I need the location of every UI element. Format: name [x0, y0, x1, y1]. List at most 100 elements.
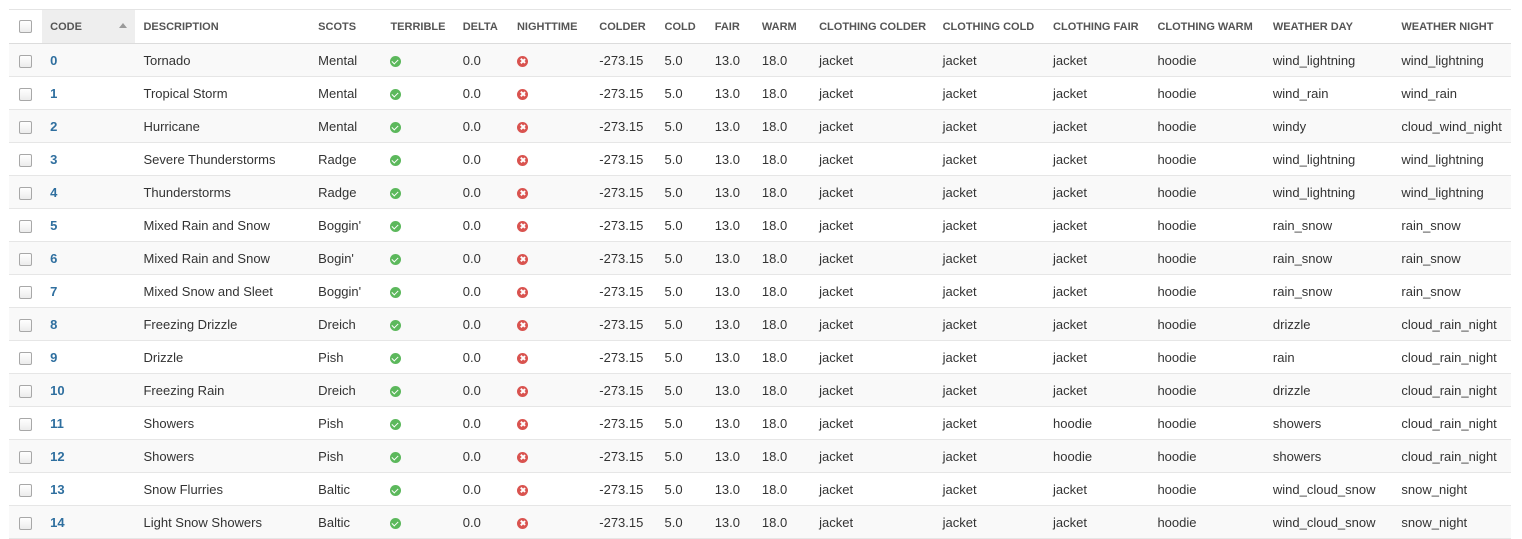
row-checkbox[interactable]: [19, 153, 33, 167]
code-link[interactable]: 7: [42, 274, 136, 308]
column-header-fair[interactable]: FAIR: [706, 9, 754, 44]
cell-delta: 0.0: [454, 142, 509, 176]
code-link[interactable]: 6: [42, 241, 136, 275]
table-row[interactable]: 9 Drizzle Pish 0.0 -273.15 5.0 13.0 18.0 jacket j…: [9, 340, 1511, 374]
row-checkbox[interactable]: [19, 186, 33, 200]
cell-terrible: [382, 439, 455, 473]
code-link[interactable]: 4: [42, 175, 136, 209]
column-header-clothing-colder[interactable]: CLOTHING COLDER: [811, 9, 935, 44]
row-select-cell: [9, 505, 43, 539]
row-checkbox[interactable]: [19, 516, 33, 530]
row-checkbox[interactable]: [19, 318, 33, 332]
table-row[interactable]: 0 Tornado Mental 0.0 -273.15 5.0 13.0 18.0 jacke…: [9, 43, 1511, 77]
times-circle-icon: [516, 121, 528, 133]
cell-scots: Radge: [310, 175, 383, 209]
cell-description: Freezing Drizzle: [135, 307, 311, 341]
row-checkbox[interactable]: [19, 351, 33, 365]
cell-weather-day: drizzle: [1264, 373, 1394, 407]
row-checkbox[interactable]: [19, 417, 33, 431]
cell-description: Thunderstorms: [135, 175, 311, 209]
row-checkbox[interactable]: [19, 54, 33, 68]
cell-scots: Pish: [310, 340, 383, 374]
column-header-clothing-warm[interactable]: CLOTHING WARM: [1149, 9, 1265, 44]
table-row[interactable]: 5 Mixed Rain and Snow Boggin' 0.0 -273.15 5.0…: [9, 208, 1511, 242]
table-row[interactable]: 14 Light Snow Showers Baltic 0.0 -273.15 5.0 1…: [9, 505, 1511, 539]
cell-delta: 0.0: [454, 241, 509, 275]
table-header-row: CODE DESCRIPTION SCOTS TERRIBLE DELTA NIGHTTI…: [9, 9, 1511, 44]
cell-description: Light Snow Showers: [135, 505, 311, 539]
table-row[interactable]: 13 Snow Flurries Baltic 0.0 -273.15 5.0 13.0 18…: [9, 472, 1511, 506]
table-row[interactable]: 6 Mixed Rain and Snow Bogin' 0.0 -273.15 5.0 1…: [9, 241, 1511, 275]
row-checkbox[interactable]: [19, 450, 33, 464]
cell-cold: 5.0: [656, 373, 707, 407]
code-link[interactable]: 10: [42, 373, 136, 407]
column-header-clothing-fair[interactable]: CLOTHING FAIR: [1045, 9, 1150, 44]
table-row[interactable]: 3 Severe Thunderstorms Radge 0.0 -273.15 5.0 1…: [9, 142, 1511, 176]
code-link[interactable]: 11: [42, 406, 136, 440]
weather-codes-table: CODE DESCRIPTION SCOTS TERRIBLE DELTA NIGHTTI…: [9, 9, 1511, 539]
table-row[interactable]: 1 Tropical Storm Mental 0.0 -273.15 5.0 13.0 18…: [9, 76, 1511, 110]
column-header-warm[interactable]: WARM: [753, 9, 812, 44]
code-link[interactable]: 13: [42, 472, 136, 506]
table-row[interactable]: 12 Showers Pish 0.0 -273.15 5.0 13.0 18.0 jacket…: [9, 439, 1511, 473]
column-header-delta[interactable]: DELTA: [454, 9, 509, 44]
code-link[interactable]: 2: [42, 109, 136, 143]
column-header-scots[interactable]: SCOTS: [310, 9, 383, 44]
column-header-colder[interactable]: COLDER: [591, 9, 657, 44]
row-checkbox[interactable]: [19, 384, 33, 398]
table-row[interactable]: 4 Thunderstorms Radge 0.0 -273.15 5.0 13.0 18.0…: [9, 175, 1511, 209]
row-checkbox[interactable]: [19, 219, 33, 233]
row-checkbox[interactable]: [19, 285, 33, 299]
row-checkbox[interactable]: [19, 87, 33, 101]
code-link[interactable]: 8: [42, 307, 136, 341]
times-circle-icon: [516, 517, 528, 529]
cell-warm: 18.0: [753, 439, 812, 473]
code-link[interactable]: 0: [42, 43, 136, 77]
cell-warm: 18.0: [753, 505, 812, 539]
cell-clothing-cold: jacket: [934, 76, 1046, 110]
column-header-code[interactable]: CODE: [42, 9, 136, 44]
cell-warm: 18.0: [753, 208, 812, 242]
cell-warm: 18.0: [753, 406, 812, 440]
table-row[interactable]: 2 Hurricane Mental 0.0 -273.15 5.0 13.0 18.0 jac…: [9, 109, 1511, 143]
column-header-weather-night[interactable]: WEATHER NIGHT: [1393, 9, 1511, 44]
cell-clothing-warm: hoodie: [1149, 142, 1265, 176]
cell-fair: 13.0: [706, 406, 754, 440]
code-link[interactable]: 14: [42, 505, 136, 539]
cell-scots: Dreich: [310, 373, 383, 407]
column-header-terrible[interactable]: TERRIBLE: [382, 9, 455, 44]
row-checkbox[interactable]: [19, 483, 33, 497]
code-link[interactable]: 3: [42, 142, 136, 176]
column-header-weather-day[interactable]: WEATHER DAY: [1264, 9, 1394, 44]
cell-weather-day: rain_snow: [1264, 241, 1394, 275]
code-link[interactable]: 5: [42, 208, 136, 242]
cell-terrible: [382, 175, 455, 209]
row-select-cell: [9, 76, 43, 110]
row-checkbox[interactable]: [19, 120, 33, 134]
row-checkbox[interactable]: [19, 252, 33, 266]
cell-clothing-warm: hoodie: [1149, 109, 1265, 143]
column-header-cold[interactable]: COLD: [656, 9, 707, 44]
table-row[interactable]: 7 Mixed Snow and Sleet Boggin' 0.0 -273.15 5.…: [9, 274, 1511, 308]
cell-description: Freezing Rain: [135, 373, 311, 407]
code-link[interactable]: 1: [42, 76, 136, 110]
cell-colder: -273.15: [591, 505, 657, 539]
sort-ascending-icon[interactable]: [119, 23, 128, 28]
column-header-label: WEATHER DAY: [1272, 20, 1353, 33]
cell-clothing-colder: jacket: [811, 472, 935, 506]
column-header-clothing-cold[interactable]: CLOTHING COLD: [934, 9, 1046, 44]
column-header-description[interactable]: DESCRIPTION: [135, 9, 311, 44]
cell-weather-night: cloud_rain_night: [1393, 307, 1511, 341]
table-row[interactable]: 10 Freezing Rain Dreich 0.0 -273.15 5.0 13.0 18…: [9, 373, 1511, 407]
code-link[interactable]: 12: [42, 439, 136, 473]
cell-scots: Baltic: [310, 472, 383, 506]
cell-weather-night: wind_rain: [1393, 76, 1511, 110]
code-link[interactable]: 9: [42, 340, 136, 374]
select-all-checkbox[interactable]: [19, 20, 33, 33]
table-row[interactable]: 8 Freezing Drizzle Dreich 0.0 -273.15 5.0 13.0…: [9, 307, 1511, 341]
column-header-nighttime[interactable]: NIGHTTIME: [508, 9, 592, 44]
cell-clothing-fair: jacket: [1045, 472, 1150, 506]
cell-terrible: [382, 142, 455, 176]
table-row[interactable]: 11 Showers Pish 0.0 -273.15 5.0 13.0 18.0 jacket…: [9, 406, 1511, 440]
cell-clothing-cold: jacket: [934, 373, 1046, 407]
